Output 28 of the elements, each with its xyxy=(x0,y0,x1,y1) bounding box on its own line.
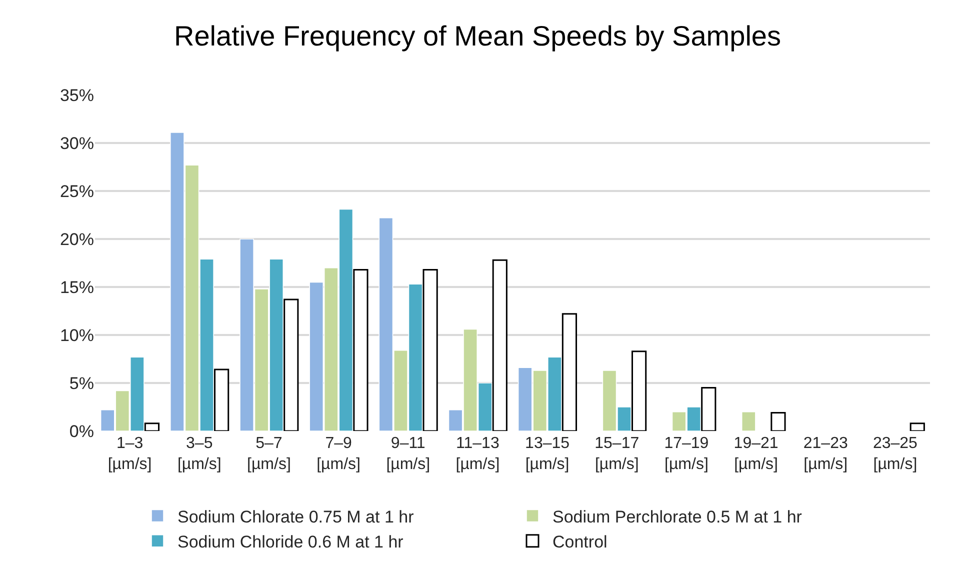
chart-title: Relative Frequency of Mean Speeds by Samples xyxy=(174,20,781,52)
legend-label: Control xyxy=(552,532,608,552)
x-tick-label: 7–9 [µm/s] xyxy=(316,435,360,473)
x-tick-label: 1–3 [µm/s] xyxy=(108,435,152,473)
y-tick-label: 0% xyxy=(69,422,94,441)
bar xyxy=(770,412,786,431)
y-tick-label: 15% xyxy=(60,278,94,297)
x-tick-label: 13–15 [µm/s] xyxy=(525,435,570,473)
y-tick-label: 5% xyxy=(69,374,94,393)
legend-label: Sodium Perchlorate 0.5 M at 1 hr xyxy=(552,507,802,526)
x-tick-label: 15–17 [µm/s] xyxy=(594,435,640,473)
x-tick-label: 5–7 [µm/s] xyxy=(247,435,291,473)
x-tick-label: 21–23 [µm/s] xyxy=(803,435,848,473)
x-tick-label: 19–21 [µm/s] xyxy=(734,435,778,473)
y-tick-label: 10% xyxy=(60,326,94,345)
x-tick-label: 17–19 [µm/s] xyxy=(664,435,709,473)
y-tick-label: 30% xyxy=(60,134,94,153)
legend-label: Sodium Chlorate 0.75 M at 1 hr xyxy=(178,507,414,526)
x-tick-label: 3–5 [µm/s] xyxy=(177,435,222,473)
bar xyxy=(741,411,756,431)
legend-label: Sodium Chloride 0.6 M at 1 hr xyxy=(178,532,404,552)
y-tick-label: 35% xyxy=(60,86,94,105)
y-tick-label: 25% xyxy=(60,182,94,201)
x-tick-label: 11–13 [µm/s] xyxy=(456,435,500,473)
y-tick-label: 20% xyxy=(60,230,94,249)
bar xyxy=(910,422,925,431)
x-tick-label: 23–25 [µm/s] xyxy=(872,435,918,473)
x-tick-label: 9–11 [µm/s] xyxy=(386,435,430,473)
